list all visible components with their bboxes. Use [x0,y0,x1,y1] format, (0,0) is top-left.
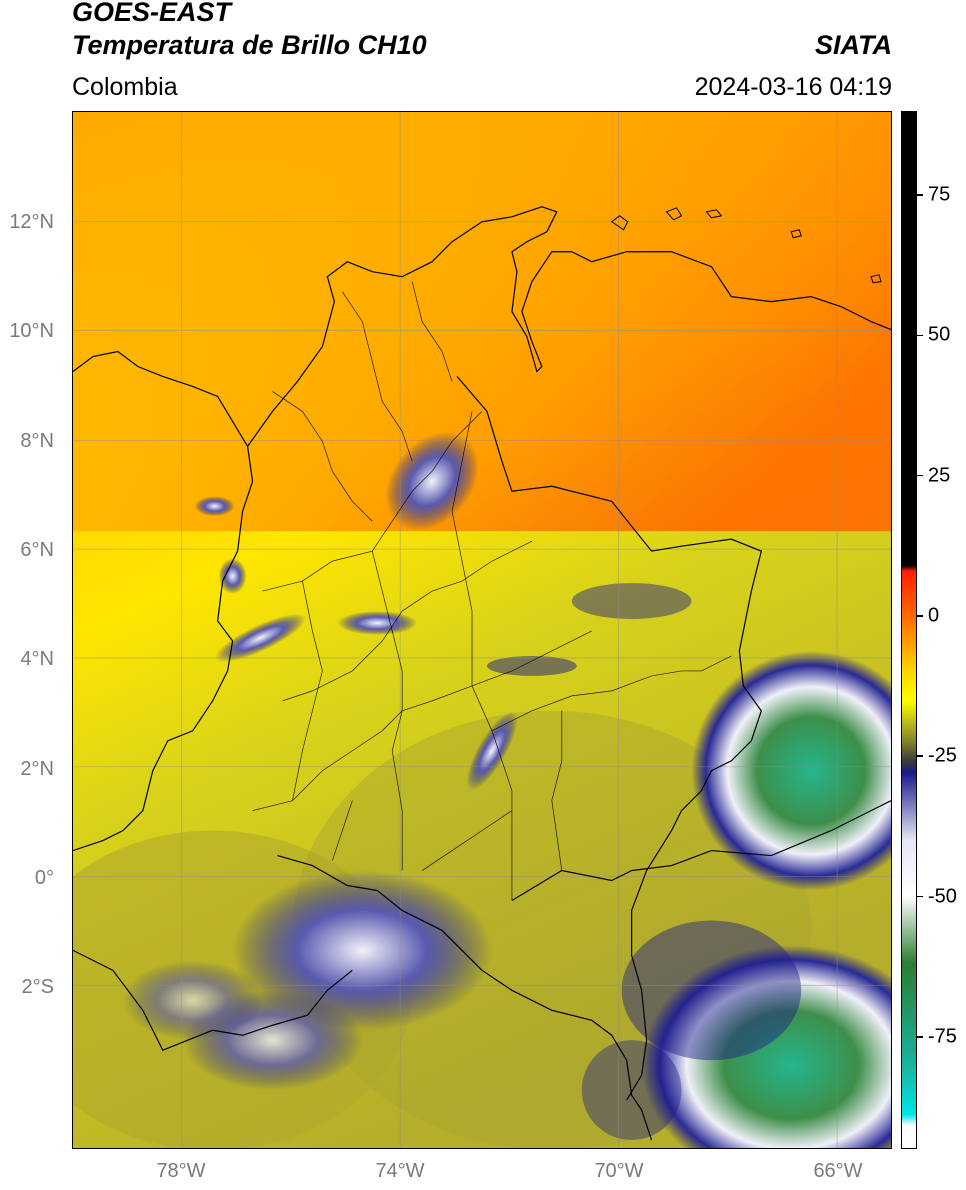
lon-label-78w: 78°W [156,1160,206,1182]
lon-label-66w: 66°W [813,1160,863,1182]
colorbar-tick-label: -50 [928,885,957,907]
lat-label-2s: 2°S [21,976,54,998]
islands [610,207,882,284]
cloud-features [122,432,891,1148]
colorbar-tick-mark [917,615,923,617]
colorbar-tick-mark [917,895,923,898]
product-title: Temperatura de Brillo CH10 [72,30,427,60]
colorbar-scale [902,112,916,1148]
department-borders [252,281,732,901]
colorbar-tick-mark [917,334,923,337]
colorbar-tick-label: 25 [928,464,951,487]
lat-label-4n: 4°N [20,648,54,670]
lon-label-70w: 70°W [594,1160,644,1182]
colorbar-tick-label: -25 [928,744,957,767]
colorbar-tick-mark [917,194,923,196]
colorbar-tick-label: -75 [928,1025,957,1048]
colorbar-tick-label: 75 [928,183,951,206]
lat-label-12n: 12°N [9,211,54,233]
satellite-title: GOES-EAST [72,0,232,27]
lon-label-74w: 74°W [375,1160,425,1182]
lat-label-10n: 10°N [9,320,54,342]
lat-label-2n: 2°N [20,758,54,780]
agency-label: SIATA [815,30,892,60]
map-panel[interactable] [72,111,892,1149]
colorbar-tick-mark [917,1036,923,1038]
colorbar-tick-mark [917,755,923,757]
colorbar [901,111,917,1149]
colorbar-tick-mark [917,474,923,477]
region-label: Colombia [72,73,178,101]
colorbar-tick-label: 0 [928,604,940,627]
lat-label-0: 0° [34,867,54,889]
lat-label-8n: 8°N [20,430,54,452]
country-borders [73,206,891,1141]
datetime-label: 2024-03-16 04:19 [694,73,892,101]
lat-label-6n: 6°N [20,539,54,561]
colorbar-tick-label: 50 [928,323,951,346]
brightness-temperature-map [73,112,891,1148]
